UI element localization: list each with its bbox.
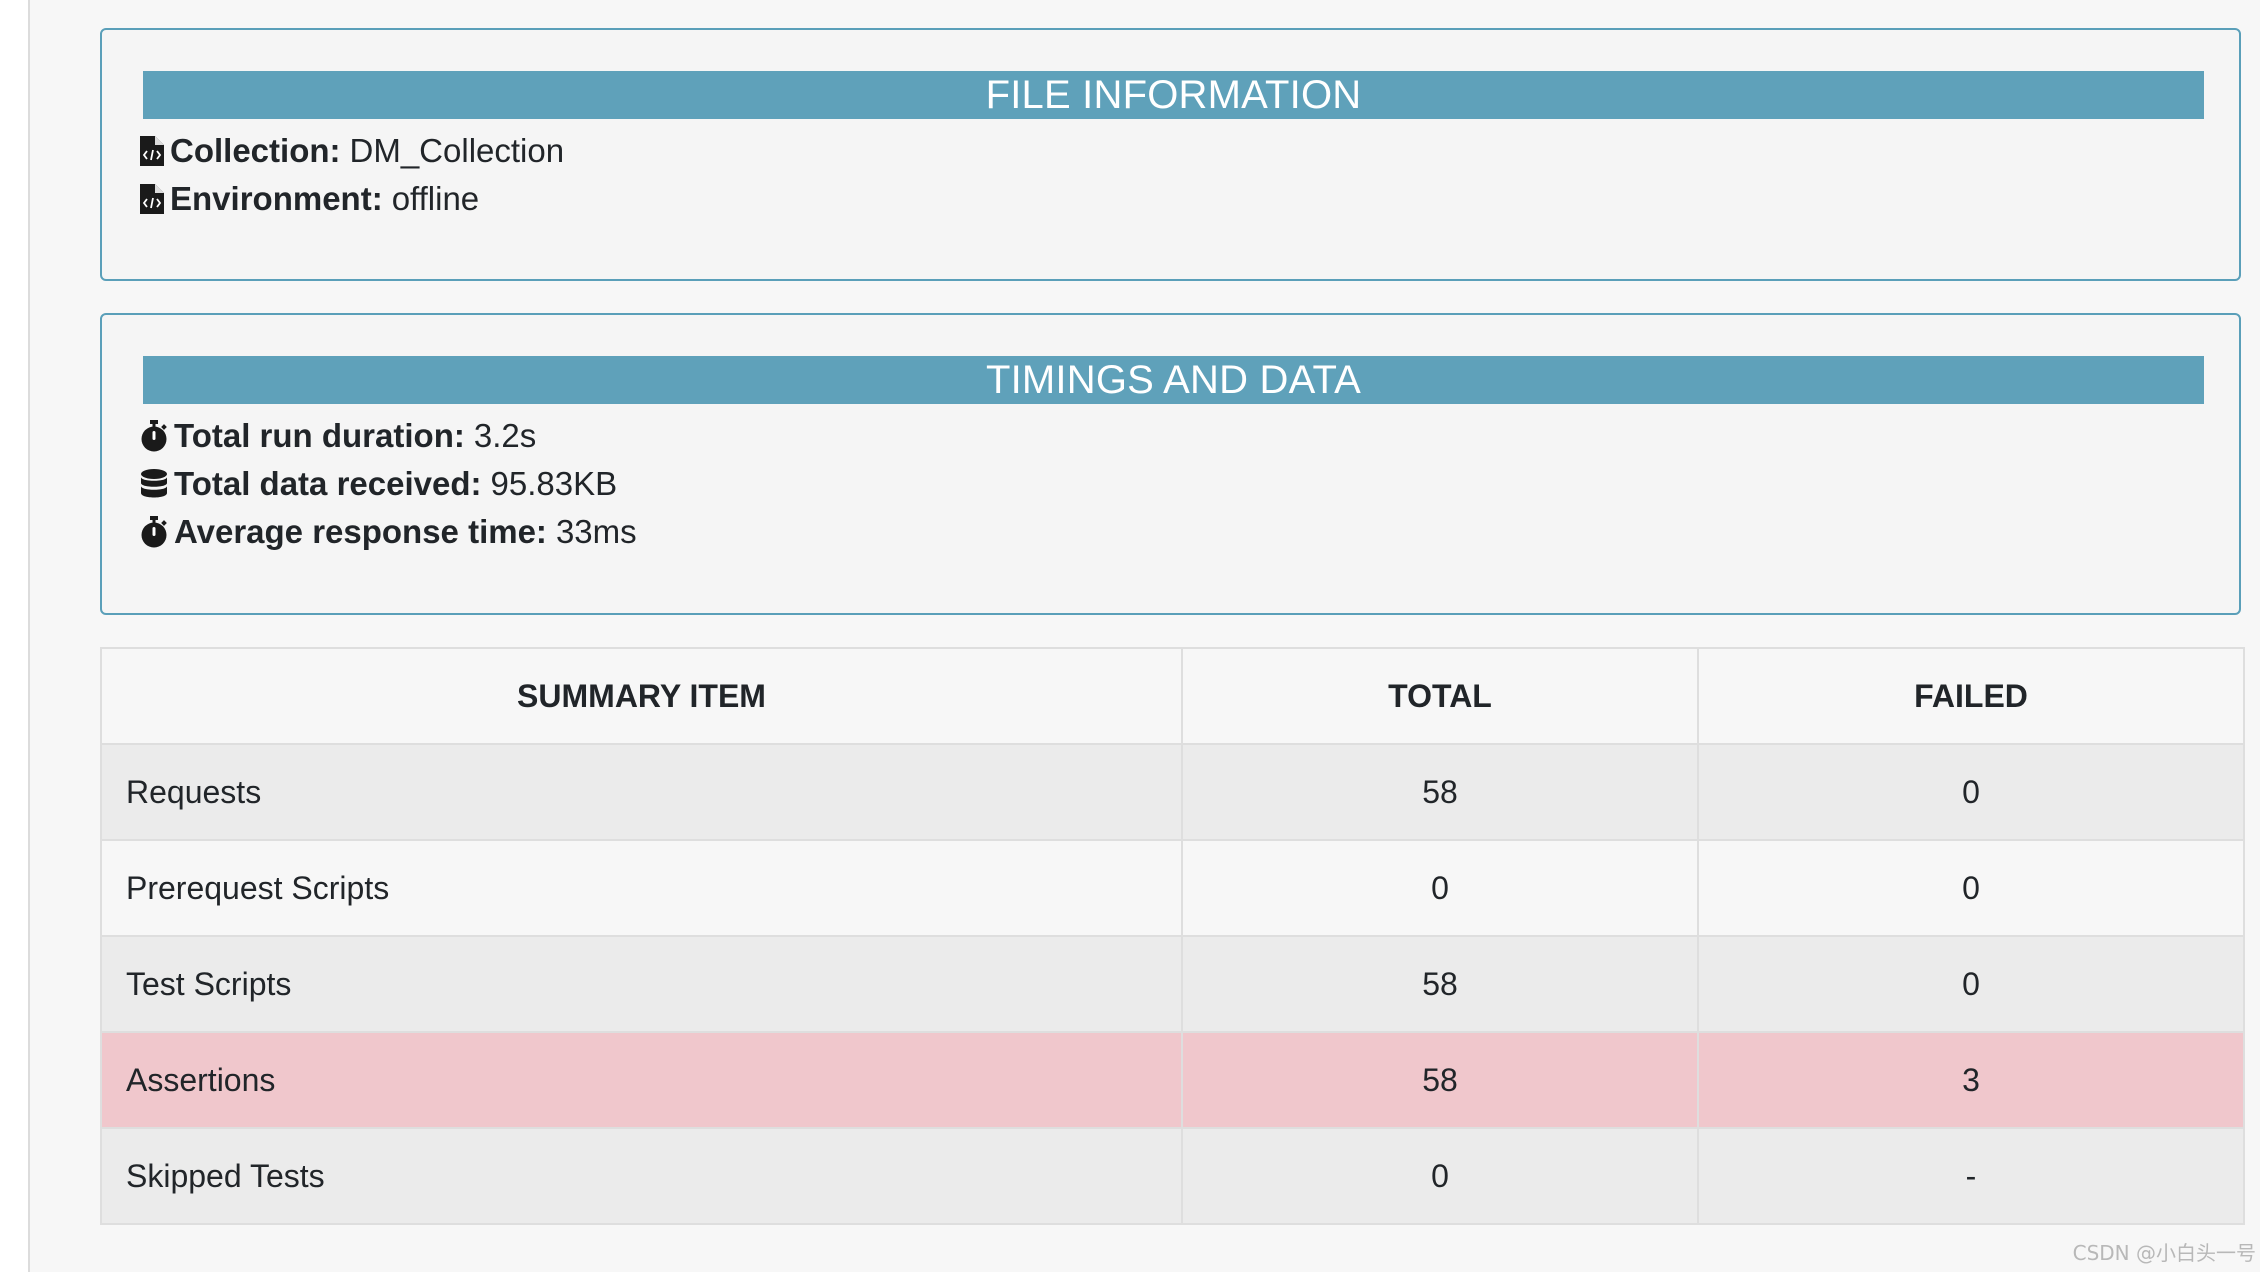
failed-cell: 0	[1697, 743, 2245, 841]
total-cell: 58	[1181, 1031, 1699, 1129]
summary-item-cell: Prerequest Scripts	[100, 839, 1183, 937]
environment-label: Environment:	[170, 180, 383, 217]
run-duration-label: Total run duration:	[174, 417, 465, 454]
stopwatch-icon	[140, 516, 168, 548]
table-row-assertions: Assertions 58 3	[100, 1031, 2245, 1129]
summary-item-cell: Skipped Tests	[100, 1127, 1183, 1225]
run-duration-line: Total run duration: 3.2s	[140, 414, 536, 458]
data-received-value: 95.83KB	[490, 465, 618, 502]
timings-card: TIMINGS AND DATA Total run duration: 3.2…	[100, 313, 2241, 615]
environment-value: offline	[391, 180, 480, 217]
failed-cell: -	[1697, 1127, 2245, 1225]
data-received-line: Total data received: 95.83KB	[140, 462, 617, 506]
file-information-header: FILE INFORMATION	[143, 71, 2204, 119]
summary-item-cell: Requests	[100, 743, 1183, 841]
environment-line: Environment: offline	[140, 177, 479, 221]
timings-header: TIMINGS AND DATA	[143, 356, 2204, 404]
stopwatch-icon	[140, 420, 168, 452]
failed-cell: 0	[1697, 935, 2245, 1033]
avg-response-line: Average response time: 33ms	[140, 510, 637, 554]
table-row-skipped-tests: Skipped Tests 0 -	[100, 1127, 2245, 1225]
summary-item-cell: Assertions	[100, 1031, 1183, 1129]
total-cell: 58	[1181, 743, 1699, 841]
collection-label: Collection:	[170, 132, 341, 169]
data-received-label: Total data received:	[174, 465, 482, 502]
table-row-prerequest-scripts: Prerequest Scripts 0 0	[100, 839, 2245, 937]
avg-response-value: 33ms	[555, 513, 637, 550]
collection-line: Collection: DM_Collection	[140, 129, 564, 173]
collection-value: DM_Collection	[349, 132, 565, 169]
report-page: FILE INFORMATION Collection: DM_Collecti…	[28, 0, 2260, 1272]
avg-response-label: Average response time:	[174, 513, 547, 550]
total-header: TOTAL	[1181, 647, 1699, 745]
file-code-icon	[140, 184, 164, 214]
summary-item-header: SUMMARY ITEM	[100, 647, 1183, 745]
run-duration-value: 3.2s	[473, 417, 537, 454]
database-icon	[140, 469, 168, 499]
table-row-requests: Requests 58 0	[100, 743, 2245, 841]
file-information-card: FILE INFORMATION Collection: DM_Collecti…	[100, 28, 2241, 281]
total-cell: 58	[1181, 935, 1699, 1033]
total-cell: 0	[1181, 839, 1699, 937]
failed-cell: 3	[1697, 1031, 2245, 1129]
failed-cell: 0	[1697, 839, 2245, 937]
summary-item-cell: Test Scripts	[100, 935, 1183, 1033]
table-row-test-scripts: Test Scripts 58 0	[100, 935, 2245, 1033]
summary-table: SUMMARY ITEM TOTAL FAILED Requests 58 0 …	[100, 647, 2245, 1225]
summary-header-row: SUMMARY ITEM TOTAL FAILED	[100, 647, 2245, 745]
failed-header: FAILED	[1697, 647, 2245, 745]
file-code-icon	[140, 136, 164, 166]
watermark: CSDN @小白头一号	[2072, 1241, 2256, 1265]
total-cell: 0	[1181, 1127, 1699, 1225]
